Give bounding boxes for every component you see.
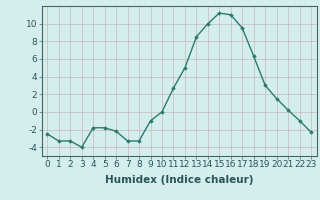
X-axis label: Humidex (Indice chaleur): Humidex (Indice chaleur): [105, 175, 253, 185]
